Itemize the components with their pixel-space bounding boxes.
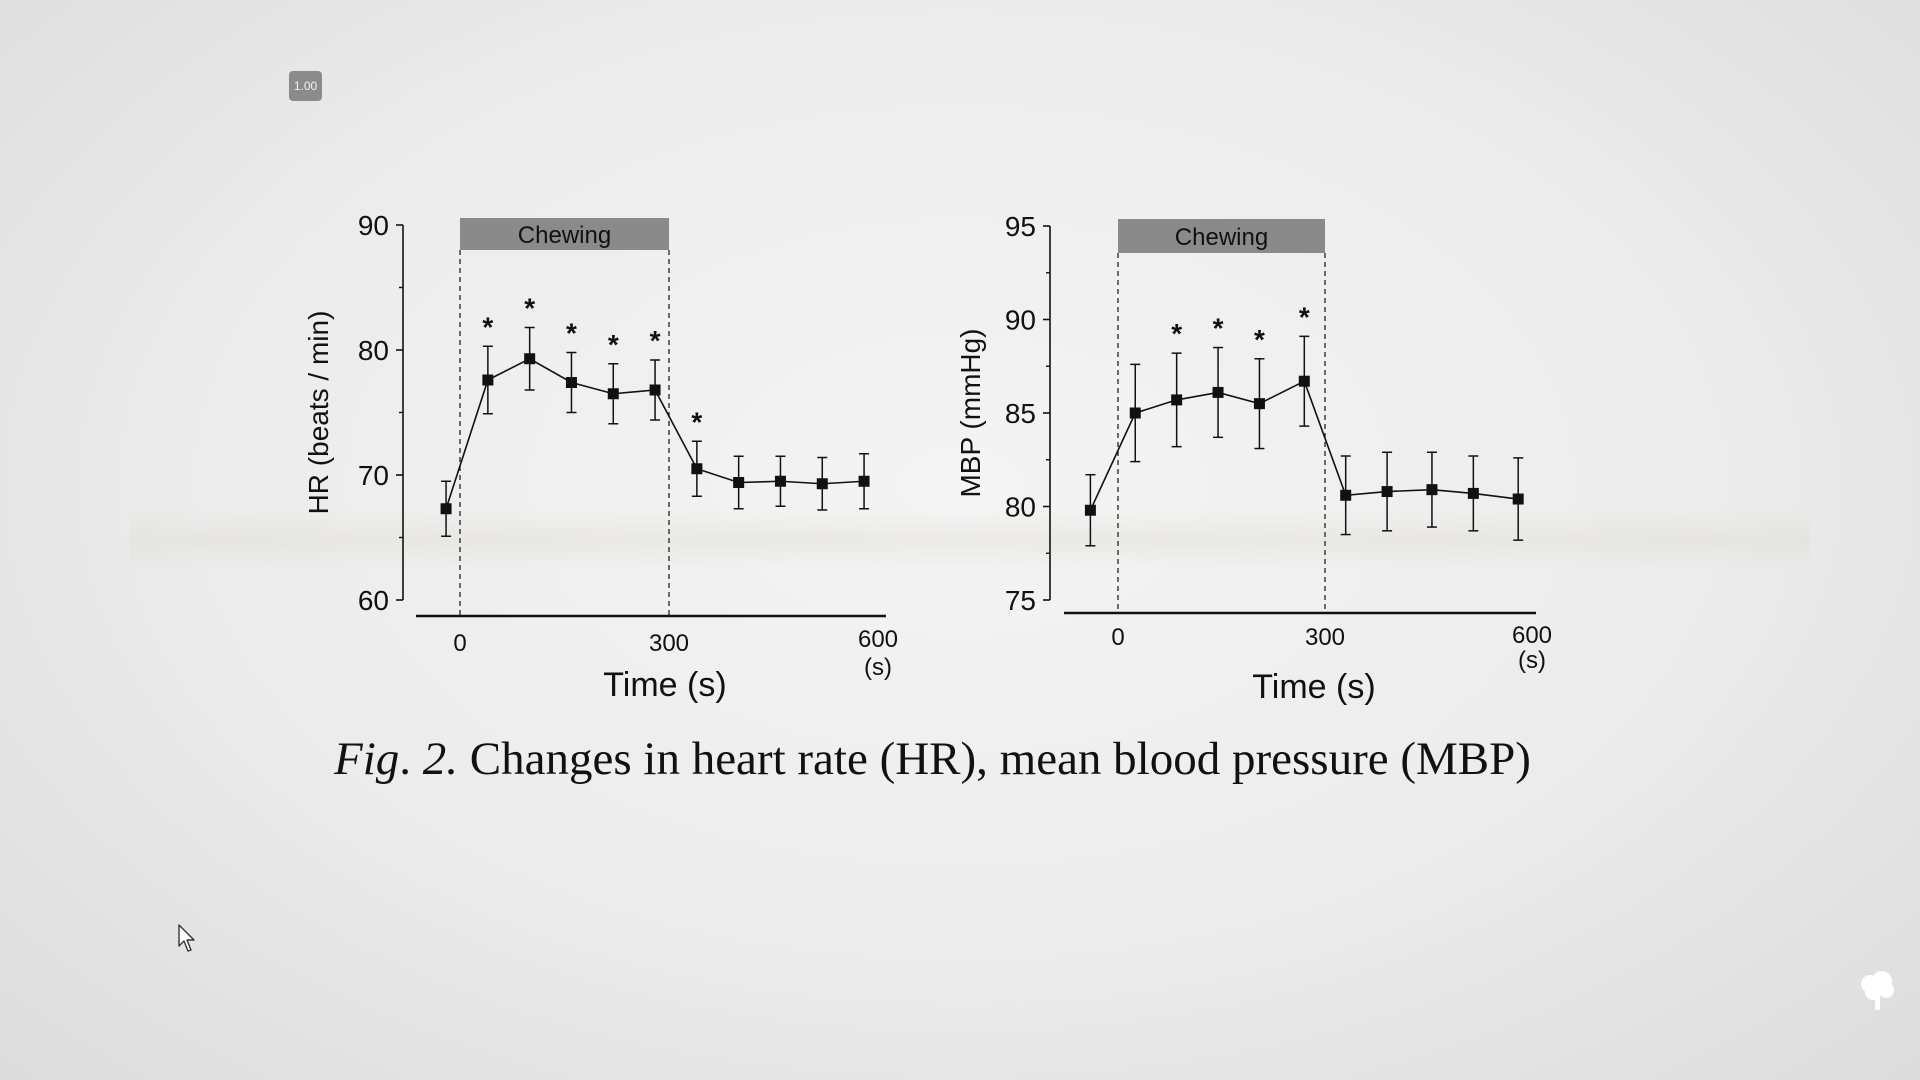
- x-tick-label: 600: [1512, 622, 1552, 649]
- x-axis-label: Time (s): [603, 666, 726, 704]
- data-point: [440, 503, 452, 515]
- data-point: [1340, 489, 1352, 501]
- data-point: [524, 353, 536, 365]
- significance-star: *: [1171, 318, 1182, 349]
- data-point: [1084, 504, 1096, 516]
- significance-star: *: [691, 406, 702, 437]
- chewing-band: [1118, 219, 1325, 253]
- data-point: [816, 478, 828, 490]
- data-point: [1212, 386, 1224, 398]
- data-point: [774, 475, 786, 487]
- y-axis-label: MBP (mmHg): [955, 328, 986, 497]
- data-point: [482, 374, 494, 386]
- significance-star: *: [1299, 301, 1310, 332]
- caption-text: Changes in heart rate (HR), mean blood p…: [469, 733, 1531, 785]
- y-tick-label: 75: [1005, 585, 1036, 616]
- y-tick-label: 80: [358, 335, 389, 366]
- slide-highlight-band: [130, 510, 1810, 570]
- significance-star: *: [524, 293, 535, 324]
- y-tick-label: 80: [1005, 492, 1036, 523]
- data-point: [1129, 407, 1141, 419]
- x-tick-label: 0: [453, 630, 466, 657]
- y-tick-label: 85: [1005, 398, 1036, 429]
- data-point: [1426, 484, 1438, 496]
- figure-label-separator: .: [399, 733, 412, 785]
- figure-number: 2.: [422, 733, 459, 785]
- x-axis-label: Time (s): [1252, 668, 1375, 706]
- data-point: [1171, 394, 1183, 406]
- data-point: [1253, 398, 1265, 410]
- chewing-band-label: Chewing: [1175, 224, 1268, 251]
- data-point: [1298, 375, 1310, 387]
- figure-label: Fig: [334, 733, 400, 785]
- figure-caption: Fig. 2. Changes in heart rate (HR), mean…: [334, 732, 1624, 786]
- significance-star: *: [566, 318, 577, 349]
- data-point: [733, 477, 745, 488]
- tree-icon[interactable]: [1858, 970, 1896, 1012]
- mouse-pointer-icon: [178, 924, 195, 952]
- chewing-band: [460, 218, 669, 250]
- x-tick-label: 300: [649, 630, 689, 657]
- hr-chart: 60 70 80 90 HR (beats / min) 0 300 600(s) Time (…: [303, 210, 898, 704]
- y-axis-label: HR (beats / min): [303, 311, 334, 515]
- x-tick-label: 0: [1111, 624, 1124, 651]
- significance-star: *: [1213, 313, 1224, 344]
- y-tick-label: 95: [1005, 211, 1036, 242]
- x-unit-label: (s): [1518, 647, 1546, 674]
- significance-star: *: [608, 329, 619, 360]
- data-point: [1467, 487, 1479, 499]
- data-point: [691, 463, 703, 475]
- x-tick-label: 300: [1305, 624, 1345, 651]
- y-tick-label: 90: [358, 210, 389, 241]
- significance-star: *: [482, 311, 493, 342]
- y-tick-label: 90: [1005, 305, 1036, 336]
- x-tick-label: 600: [858, 626, 898, 653]
- data-point: [1381, 486, 1393, 498]
- data-point: [858, 475, 870, 487]
- zoom-level-badge[interactable]: 1.00: [289, 71, 322, 101]
- x-unit-label: (s): [864, 654, 892, 681]
- data-point: [1512, 493, 1524, 505]
- y-tick-label: 70: [358, 460, 389, 491]
- data-point: [649, 384, 661, 396]
- chewing-band-label: Chewing: [518, 222, 611, 249]
- data-point: [607, 388, 619, 400]
- significance-star: *: [1254, 324, 1265, 355]
- data-point: [565, 377, 577, 388]
- y-tick-label: 60: [358, 585, 389, 616]
- significance-star: *: [650, 325, 661, 356]
- mbp-chart: 75 80 85 90 95 MBP (mmHg) 0 300 600(s) Time (s) Ch…: [955, 211, 1552, 706]
